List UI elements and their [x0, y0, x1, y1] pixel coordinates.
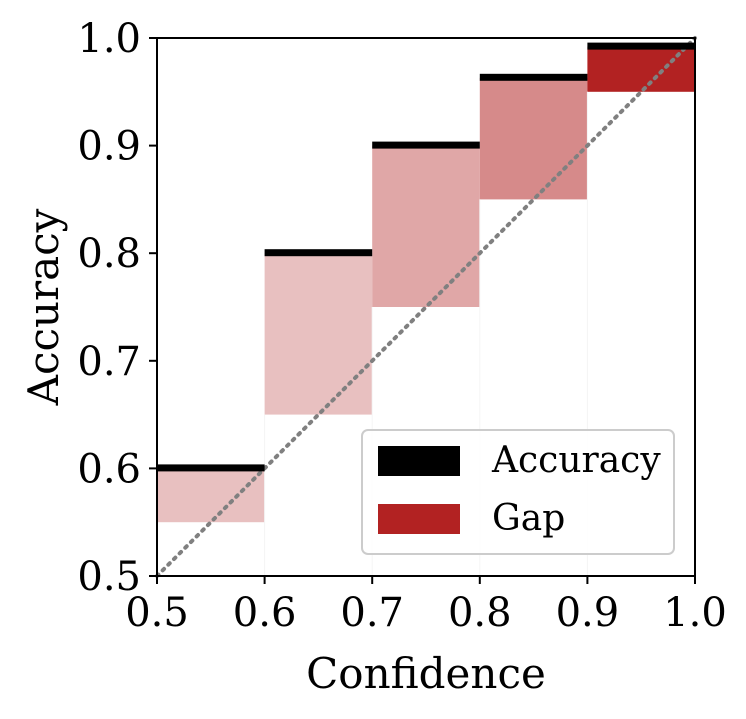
y-axis-title: Accuracy	[19, 208, 68, 406]
legend-swatch-gap	[378, 504, 460, 534]
plot-frame	[156, 37, 696, 577]
x-tick-label: 0.6	[233, 590, 297, 636]
x-tick-label: 0.8	[448, 590, 512, 636]
gap-bar-2	[264, 253, 373, 415]
x-tick-label: 0.9	[556, 590, 620, 636]
accuracy-bars	[157, 42, 695, 472]
x-tick-label: 0.5	[125, 590, 189, 636]
accuracy-marker-1	[157, 464, 265, 472]
legend-swatch-accuracy	[378, 446, 460, 476]
accuracy-marker-5	[587, 42, 695, 50]
x-tick-label: 0.7	[340, 590, 404, 636]
accuracy-marker-3	[372, 141, 480, 149]
y-tick-label: 0.7	[77, 339, 141, 385]
gap-bar-4	[479, 77, 588, 200]
legend-label-accuracy: Accuracy	[491, 440, 661, 481]
legend-label-gap: Gap	[492, 498, 565, 539]
accuracy-marker-4	[479, 73, 588, 81]
plot-area	[156, 46, 695, 576]
gap-bar-3	[372, 145, 480, 307]
y-axis-ticks: 0.5 0.6 0.7 0.8 0.9 1.0	[77, 16, 157, 600]
y-tick-label: 0.9	[77, 124, 141, 170]
x-axis-ticks: 0.5 0.6 0.7 0.8 0.9 1.0	[125, 576, 727, 636]
legend: Accuracy Gap	[361, 429, 675, 555]
y-tick-label: 0.5	[77, 554, 141, 600]
gap-bar-1	[157, 468, 265, 523]
x-tick-label: 1.0	[663, 590, 727, 636]
y-tick-label: 1.0	[77, 16, 141, 62]
x-axis-title: Confidence	[306, 649, 546, 698]
accuracy-marker-2	[264, 249, 373, 257]
y-tick-label: 0.6	[77, 446, 141, 492]
perfect-calibration-line	[155, 36, 697, 578]
y-tick-label: 0.8	[77, 231, 141, 277]
